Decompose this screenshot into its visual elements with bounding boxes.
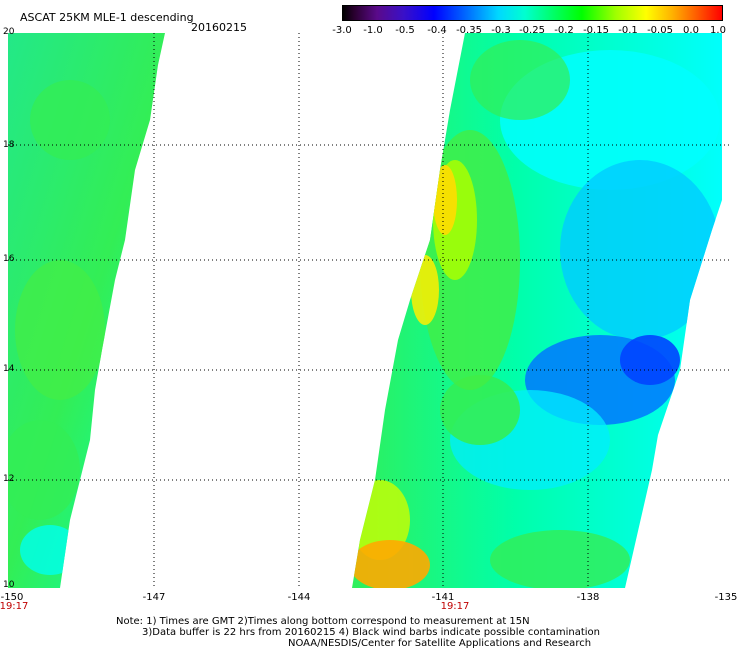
lat-label: 18 xyxy=(3,140,15,150)
colorbar-label: -0.35 xyxy=(456,25,482,36)
left-swath xyxy=(8,33,165,588)
right-swath xyxy=(352,33,722,588)
lon-label: -138 xyxy=(576,592,600,603)
time-label: 19:17 xyxy=(0,601,29,612)
lon-label: -150 xyxy=(0,592,24,603)
colorbar-label: 0.0 xyxy=(683,25,699,36)
colorbar xyxy=(342,5,723,21)
colorbar-label: -0.25 xyxy=(519,25,545,36)
lat-label: 10 xyxy=(3,580,15,590)
lon-label: -147 xyxy=(142,592,166,603)
colorbar-label: -3.0 xyxy=(332,25,352,36)
graticule xyxy=(8,33,732,588)
lat-label: 12 xyxy=(3,474,15,484)
colorbar-label: -0.3 xyxy=(491,25,511,36)
map-date: 20160215 xyxy=(191,21,247,34)
lat-label: 14 xyxy=(3,364,15,374)
lon-label: -144 xyxy=(287,592,311,603)
map-title: ASCAT 25KM MLE-1 descending xyxy=(20,11,194,24)
colorbar-label: -0.4 xyxy=(427,25,447,36)
note-line-1: Note: 1) Times are GMT 2)Times along bot… xyxy=(116,616,530,627)
lat-label: 16 xyxy=(3,254,15,264)
lon-label: -135 xyxy=(714,592,738,603)
lon-label: -141 xyxy=(431,592,455,603)
colorbar-label: -0.2 xyxy=(554,25,574,36)
note-line-2: 3)Data buffer is 22 hrs from 20160215 4)… xyxy=(142,627,600,638)
colorbar-label: -0.15 xyxy=(583,25,609,36)
colorbar-label: 1.0 xyxy=(710,25,726,36)
colorbar-label: -1.0 xyxy=(363,25,383,36)
colorbar-label: -0.1 xyxy=(618,25,638,36)
time-label: 19:17 xyxy=(440,601,470,612)
colorbar-label: -0.5 xyxy=(395,25,415,36)
note-line-3: NOAA/NESDIS/Center for Satellite Applica… xyxy=(288,638,592,649)
colorbar-label: -0.05 xyxy=(647,25,673,36)
lat-label: 20 xyxy=(3,27,15,37)
